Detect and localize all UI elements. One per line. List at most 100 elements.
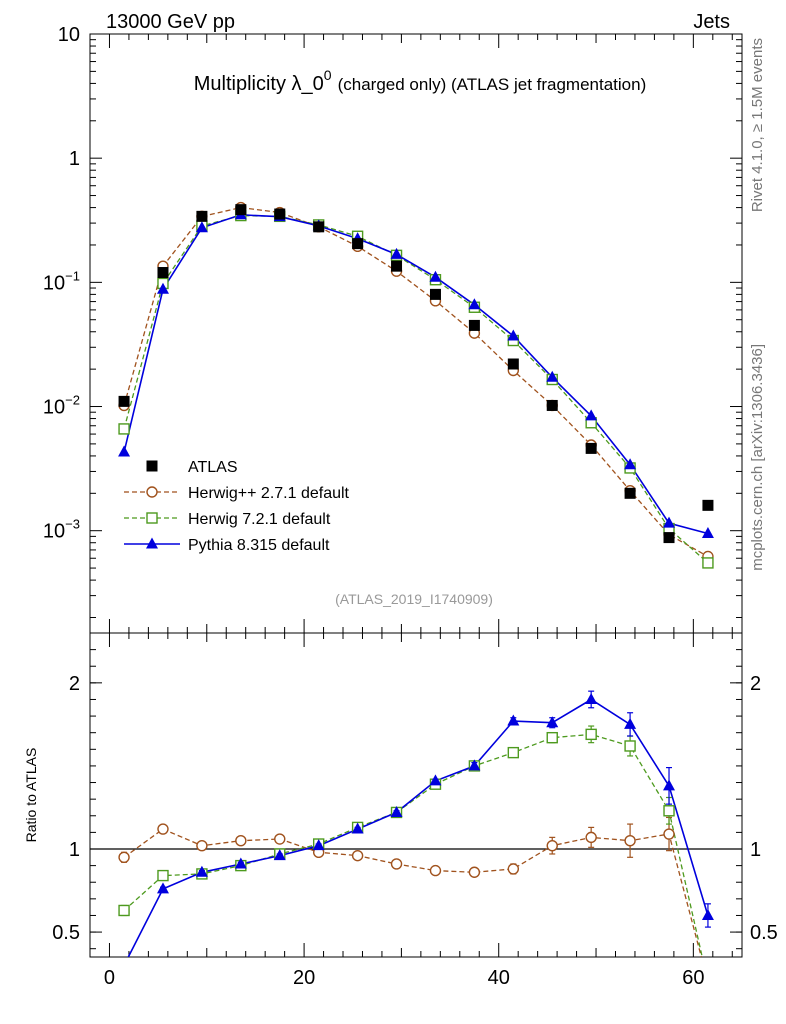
ratio-point-herwig7 (624, 740, 636, 752)
legend-marker-pythia (146, 537, 158, 549)
legend-label-herwigpp: Herwig++ 2.7.1 default (188, 485, 350, 502)
ratio-point-pythia (195, 865, 208, 877)
point-pythia (390, 247, 403, 259)
ratio-point-herwigpp (235, 834, 247, 847)
ratio-y-label: Ratio to ATLAS (23, 748, 39, 843)
point-atlas (313, 221, 325, 233)
point-atlas (352, 238, 364, 250)
y-tick-label: 10−1 (43, 268, 80, 294)
ratio-point-herwigpp (546, 839, 558, 852)
ratio-point-herwig7 (118, 904, 130, 917)
point-atlas (429, 288, 441, 300)
ratio-line-pythia (127, 698, 709, 957)
point-atlas (196, 210, 208, 222)
ratio-point-herwig7 (546, 731, 558, 744)
point-atlas (624, 487, 636, 499)
legend-marker-atlas (146, 460, 158, 472)
point-pythia (663, 516, 676, 528)
ratio-point-herwigpp (663, 828, 675, 840)
y-tick-label: 10−2 (43, 393, 80, 419)
ratio-point-pythia (429, 774, 442, 786)
ratio-axis-ticks: 0 20 40 60 0.5 0.5 1 1 2 2 (52, 633, 778, 989)
ratio-point-pythia (468, 759, 481, 771)
y-tick-label: 1 (69, 148, 80, 170)
ratio-tick-label: 2 (69, 673, 80, 695)
chart-title: Multiplicity λ_00 (charged only) (ATLAS j… (194, 67, 647, 95)
header-left: 13000 GeV pp (106, 11, 235, 33)
series-line-herwigpp (123, 206, 709, 558)
ratio-point-herwigpp (429, 864, 442, 877)
ratio-point-herwigpp (157, 823, 169, 835)
ratio-point-herwigpp (468, 866, 481, 878)
point-atlas (702, 499, 714, 511)
title-sub: (charged only) (ATLAS jet fragmentation) (338, 75, 647, 94)
point-atlas (118, 395, 130, 407)
point-pythia (585, 409, 598, 421)
point-pythia (701, 526, 714, 538)
ratio-point-pythia (273, 849, 286, 861)
x-tick-label: 0 (104, 967, 115, 989)
point-pythia (507, 329, 520, 341)
point-pythia (118, 445, 131, 457)
ratio-point-herwig7 (157, 869, 169, 882)
ratio-point-pythia (312, 839, 325, 851)
point-atlas (663, 532, 675, 544)
legend-item-herwigpp: Herwig++ 2.7.1 default (124, 485, 350, 502)
ratio-point-herwig7 (585, 728, 597, 741)
ratio-series-clip (118, 690, 714, 957)
ratio-point-herwigpp (351, 849, 364, 862)
ratio-plot-frame (89, 632, 743, 958)
x-tick-label: 20 (293, 967, 315, 989)
analysis-id: (ATLAS_2019_I1740909) (335, 591, 493, 607)
ratio-tick-label: 0.5 (52, 922, 80, 944)
point-pythia (156, 282, 169, 294)
point-pythia (546, 370, 559, 382)
legend-label-pythia: Pythia 8.315 default (188, 537, 330, 554)
legend-marker-herwigpp (146, 486, 158, 498)
point-herwig7 (702, 557, 714, 569)
point-atlas (507, 358, 519, 370)
title-superscript: 0 (324, 67, 332, 83)
rivet-label: Rivet 4.1.0, ≥ 1.5M events (749, 38, 766, 212)
ratio-point-herwigpp (274, 833, 286, 845)
legend-item-pythia: Pythia 8.315 default (124, 537, 330, 554)
y-tick-label: 10−3 (43, 517, 80, 543)
main-series (118, 201, 714, 569)
legend-item-herwig7: Herwig 7.2.1 default (124, 511, 331, 528)
ratio-point-herwigpp (507, 863, 520, 875)
point-pythia (429, 270, 442, 282)
ratio-tick-label-right: 0.5 (750, 922, 778, 944)
ratio-tick-label-right: 1 (750, 839, 761, 861)
ratio-point-pythia (351, 822, 364, 834)
point-pythia (624, 458, 637, 470)
legend-item-atlas: ATLAS (146, 459, 238, 476)
point-pythia (468, 298, 481, 310)
ratio-point-herwig7 (507, 746, 520, 759)
ratio-point-herwigpp (196, 839, 208, 852)
ratio-point-pythia (585, 692, 598, 704)
legend-marker-herwig7 (146, 512, 158, 524)
ratio-point-pythia (701, 908, 714, 920)
series-line-pythia (123, 213, 709, 535)
ratio-point-pythia (663, 779, 676, 791)
point-atlas (585, 442, 597, 454)
mcplots-label: mcplots.cern.ch [arXiv:1306.3436] (749, 344, 766, 571)
ratio-point-herwigpp (624, 834, 636, 847)
ratio-tick-label-right: 2 (750, 673, 761, 695)
ratio-line-herwig7 (123, 733, 703, 957)
ratio-series (118, 690, 714, 957)
point-atlas (468, 319, 480, 331)
ratio-point-herwigpp (118, 851, 130, 864)
point-pythia (195, 221, 208, 233)
ratio-tick-label: 1 (69, 839, 80, 861)
point-atlas (391, 260, 403, 272)
ratio-point-pythia (234, 857, 247, 869)
ratio-point-pythia (546, 716, 559, 728)
ratio-point-herwig7 (663, 805, 675, 817)
point-atlas (157, 267, 169, 279)
ratio-line-herwigpp (123, 828, 703, 957)
ratio-point-pythia (624, 717, 637, 729)
x-tick-label: 40 (488, 967, 510, 989)
